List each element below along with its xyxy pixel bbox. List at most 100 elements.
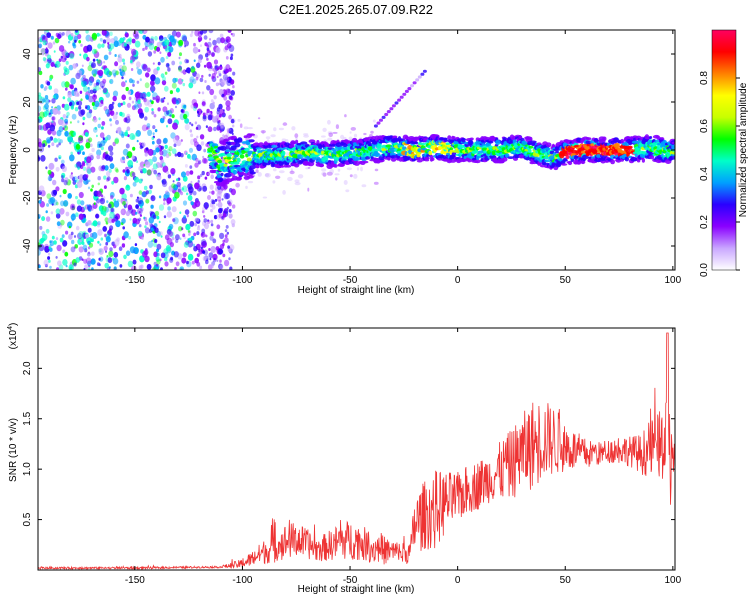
noise-blob (67, 221, 73, 229)
noise-blob (112, 113, 118, 120)
noise-blob (165, 245, 171, 252)
noise-blob (96, 190, 102, 197)
noise-blob (97, 43, 102, 49)
noise-blob (225, 193, 231, 200)
faint-blob (329, 169, 335, 174)
noise-blob (100, 209, 105, 215)
noise-blob (167, 174, 172, 179)
noise-blob (79, 239, 83, 243)
noise-blob (77, 120, 80, 124)
noise-blob (186, 59, 190, 64)
noise-blob (109, 78, 114, 85)
faint-blob (372, 119, 376, 123)
noise-blob (91, 232, 98, 239)
noise-blob (38, 112, 41, 116)
colorbar-frame (711, 29, 737, 271)
noise-blob (97, 143, 101, 149)
noise-blob (194, 222, 198, 227)
noise-blob (108, 103, 114, 111)
noise-blob (62, 96, 66, 100)
faint-blob (270, 134, 276, 138)
noise-blob (138, 178, 143, 184)
noise-blob (67, 193, 72, 199)
noise-blob (169, 108, 174, 114)
noise-blob (77, 166, 80, 170)
noise-blob (198, 33, 202, 39)
noise-blob (207, 172, 211, 176)
noise-blob (67, 97, 72, 103)
noise-blob (42, 111, 48, 118)
noise-blob (197, 175, 201, 180)
faint-blob (285, 152, 290, 156)
noise-blob (104, 165, 109, 171)
noise-blob (205, 207, 208, 210)
noise-blob (155, 267, 159, 270)
noise-blob (60, 159, 65, 165)
noise-blob (68, 134, 71, 138)
noise-blob (111, 218, 115, 223)
noise-blob (186, 260, 189, 265)
noise-blob (156, 46, 161, 52)
noise-blob (201, 170, 205, 176)
noise-blob (154, 239, 158, 243)
noise-blob (187, 238, 190, 241)
noise-blob (121, 156, 125, 161)
noise-blob (68, 64, 74, 71)
noise-blob (218, 263, 223, 270)
noise-blob (180, 191, 184, 196)
noise-blob (105, 151, 108, 155)
noise-blob (151, 136, 155, 141)
noise-blob (106, 254, 109, 258)
noise-blob (208, 30, 214, 34)
noise-blob (158, 204, 165, 211)
noise-blob (46, 203, 50, 207)
noise-blob (80, 77, 85, 83)
noise-blob (113, 72, 117, 77)
faint-blob (343, 180, 348, 185)
noise-blob (191, 98, 197, 106)
noise-blob (161, 79, 167, 86)
noise-blob (200, 110, 203, 114)
noise-blob (200, 231, 206, 238)
y-tick-label: 20 (22, 96, 33, 108)
noise-blob (49, 265, 52, 269)
noise-blob (91, 267, 94, 270)
signal-blob (226, 156, 232, 160)
noise-blob (125, 86, 129, 92)
noise-blob (48, 259, 51, 263)
noise-blob (92, 48, 97, 55)
faint-blob (327, 131, 333, 135)
noise-blob (175, 87, 180, 93)
noise-blob (61, 81, 67, 88)
noise-blob (199, 134, 205, 140)
noise-blob (94, 100, 100, 108)
noise-blob (97, 123, 102, 129)
noise-blob (73, 235, 77, 238)
faint-blob (349, 174, 353, 178)
streak-blob (407, 87, 412, 91)
noise-blob (174, 135, 180, 141)
signal-blob (467, 140, 474, 146)
noise-blob (47, 144, 51, 148)
x-tick-label: -150 (125, 575, 145, 586)
noise-blob (203, 148, 207, 153)
noise-blob (142, 167, 145, 171)
noise-blob (144, 46, 148, 50)
noise-blob (163, 215, 167, 219)
signal-blob (351, 137, 358, 143)
noise-blob (55, 213, 61, 219)
noise-blob (91, 184, 94, 188)
noise-blob (191, 153, 197, 161)
noise-blob (40, 84, 44, 89)
noise-blob (109, 123, 113, 127)
noise-blob (144, 227, 150, 234)
noise-blob (87, 86, 90, 90)
noise-blob (213, 126, 217, 132)
colorbar-tick-label: 0.2 (699, 215, 710, 229)
noise-blob (63, 68, 70, 75)
signal-blob (244, 147, 250, 152)
noise-blob (228, 213, 233, 219)
noise-blob (152, 96, 156, 101)
noise-blob (183, 241, 189, 248)
noise-blob (124, 32, 129, 38)
